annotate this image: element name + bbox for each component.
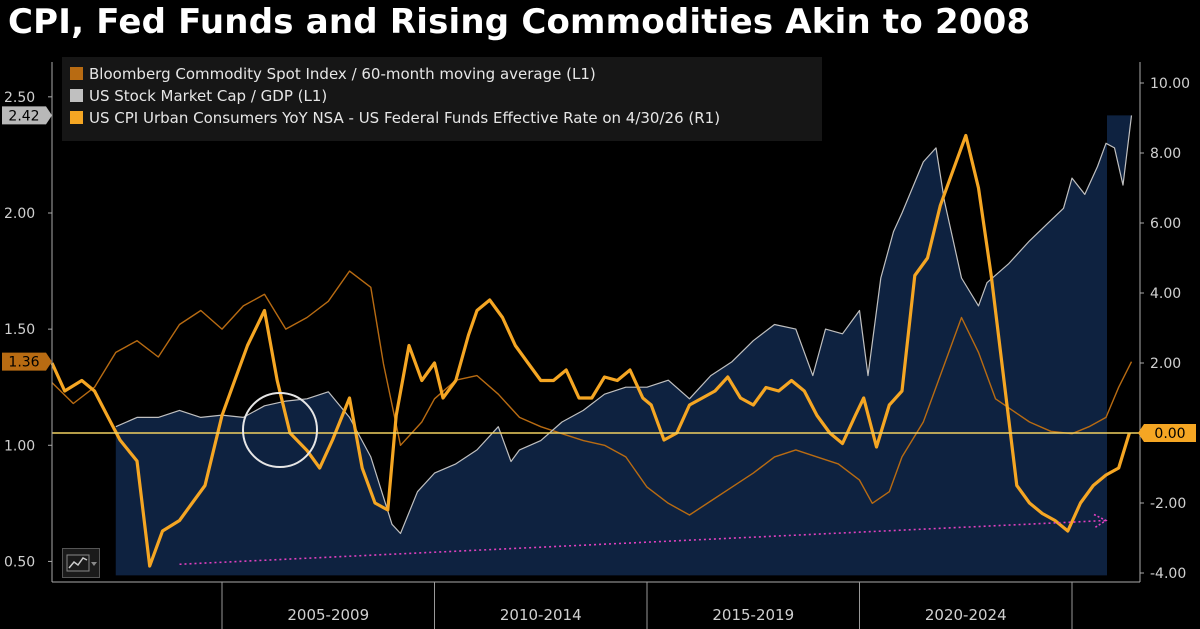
- left-tick-label: 1.50: [4, 322, 35, 338]
- market-cap-line: [115, 115, 1133, 535]
- left-tick-label: 0.50: [4, 554, 35, 570]
- legend-label-cpi-ff: US CPI Urban Consumers YoY NSA - US Fede…: [89, 109, 721, 127]
- left-tick-label: 2.00: [4, 206, 35, 222]
- left-tick-label: 1.00: [4, 438, 35, 454]
- right-tick-label: 2.00: [1150, 356, 1181, 372]
- market-cap-last-value-bg: [2, 106, 52, 125]
- right-tick-label: -4.00: [1150, 566, 1186, 582]
- market-cap-area: [115, 115, 1132, 576]
- right-tick-label: -2.00: [1150, 496, 1186, 512]
- x-tick-label: 2020-2024: [925, 606, 1007, 624]
- axis-layer: 0.50 1.00 1.50 2.00 2.50 -4.00 -2.00 0.00 2.00 4.…: [2, 62, 1196, 629]
- legend-label-market-cap: US Stock Market Cap / GDP (L1): [89, 87, 328, 105]
- market-cap-last-value: 2.42: [8, 108, 39, 124]
- area-layer: [115, 115, 1132, 576]
- right-tick-label: 4.00: [1150, 286, 1181, 302]
- commodity-last-value-bg: [2, 352, 52, 371]
- commodity-line: [51, 270, 1133, 516]
- legend-swatch-market-cap: [70, 89, 83, 102]
- line-chart-icon: [66, 554, 97, 572]
- cpi-ff-last-value: 0.00: [1154, 426, 1185, 442]
- legend-swatch-commodity: [70, 67, 83, 80]
- x-tick-label: 2010-2014: [500, 606, 582, 624]
- right-tick-label: 6.00: [1150, 216, 1181, 232]
- chart-type-button[interactable]: [62, 548, 100, 578]
- cpi-ff-last-value-bg: [1138, 424, 1196, 442]
- legend-label-commodity: Bloomberg Commodity Spot Index / 60-mont…: [89, 65, 596, 83]
- highlight-circle: [242, 392, 318, 468]
- x-tick-label: 2015-2019: [712, 606, 794, 624]
- commodity-last-value: 1.36: [8, 355, 39, 371]
- trend-arrowhead: [1093, 513, 1108, 529]
- right-tick-label: 10.00: [1150, 76, 1190, 92]
- legend-entry-commodity: Bloomberg Commodity Spot Index / 60-mont…: [70, 63, 814, 85]
- legend-swatch-cpi-ff: [70, 111, 83, 124]
- left-tick-label: 2.50: [4, 90, 35, 106]
- x-tick-label: 2005-2009: [287, 606, 369, 624]
- chart-legend: Bloomberg Commodity Spot Index / 60-mont…: [62, 57, 822, 141]
- legend-entry-cpi-ff: US CPI Urban Consumers YoY NSA - US Fede…: [70, 107, 814, 129]
- chart-title: CPI, Fed Funds and Rising Commodities Ak…: [8, 2, 1031, 42]
- line-layer: [50, 115, 1144, 568]
- right-tick-label: 8.00: [1150, 146, 1181, 162]
- cpi-ff-line: [50, 133, 1131, 568]
- legend-entry-market-cap: US Stock Market Cap / GDP (L1): [70, 85, 814, 107]
